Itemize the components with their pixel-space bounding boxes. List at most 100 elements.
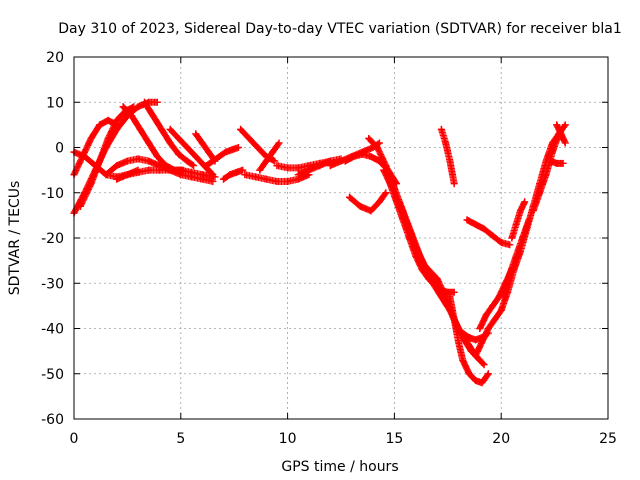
series-arc-15 [256,139,283,174]
x-tick-label: 5 [176,431,185,447]
data-point [76,202,84,210]
data-point [412,243,420,251]
series-arc-35 [553,121,569,147]
data-point [553,159,561,167]
data-point [484,325,492,332]
data-point [375,139,383,147]
data-point [284,177,292,185]
data-point [489,302,497,310]
data-point [237,125,245,133]
series-arc-28 [463,216,514,249]
data-point [529,207,537,215]
data-point [183,157,191,165]
data-point [215,153,223,161]
data-point [209,157,217,165]
data-point [476,356,484,364]
data-point [294,171,302,179]
data-point [209,171,217,179]
data-point [386,180,394,188]
series-arc-20 [346,189,390,215]
data-point [202,162,210,170]
data-point [275,139,283,147]
data-point [87,134,95,142]
data-point [153,153,161,161]
data-point [367,207,375,215]
series-arc-12 [220,166,247,183]
data-point [104,134,112,142]
data-point [442,139,450,147]
data-point [96,157,104,165]
data-point [226,171,234,179]
data-point [375,198,383,206]
series-arc-8 [140,98,198,170]
grid [73,56,609,420]
data-point [158,125,166,133]
data-point [134,155,142,163]
data-point [358,150,366,158]
data-point [465,370,473,378]
data-point [446,293,454,301]
data-point [437,125,445,133]
data-point [450,288,458,296]
data-point [123,157,131,165]
data-point [271,157,279,165]
data-point [305,166,313,174]
data-point [480,361,488,369]
data-point [395,198,403,206]
data-point [542,171,550,179]
data-point [228,146,236,154]
data-point [452,325,460,332]
chart-title: Day 310 of 2023, Sidereal Day-to-day VTE… [58,21,621,37]
data-point [256,166,264,174]
data-point [166,139,174,147]
data-point [506,270,514,278]
y-tick-label: 0 [55,141,64,157]
data-point [326,162,334,170]
data-point [96,121,104,129]
data-point [113,116,121,124]
data-point [429,279,437,287]
data-point [484,370,492,378]
data-point [166,125,174,133]
data-point [553,121,561,129]
data-point [113,175,121,183]
y-axis-label: SDTVAR / TECUs [7,181,23,296]
x-axis-label: GPS time / hours [281,459,398,475]
data-point [472,377,480,385]
data-point [252,173,260,181]
data-point [102,171,110,179]
data-point [476,325,484,332]
series-arc-11 [202,144,242,170]
data-point [179,166,187,174]
data-point [119,103,127,111]
data-point [187,168,195,176]
data-point [241,171,249,179]
data-point [499,293,507,301]
data-point [222,148,230,156]
data-point [472,336,480,344]
plot-border [73,56,609,420]
data-point [463,216,471,224]
data-point [519,234,527,242]
y-tick-label: -40 [41,322,64,338]
data-point [254,144,262,151]
data-point [450,180,458,188]
data-point [234,144,242,151]
series-arc-17 [294,157,334,179]
data-point [446,157,454,165]
x-tick-label: 0 [70,431,79,447]
data-points [70,98,569,387]
data-point [536,189,544,197]
data-point [416,257,424,265]
data-point [140,98,148,106]
data-point [459,356,467,364]
series-arc-9 [166,125,217,179]
data-point [350,153,358,161]
data-point [373,144,381,151]
data-point [192,153,200,161]
data-point [341,157,349,165]
data-point [220,175,228,183]
data-point [81,153,89,161]
series-arc-6 [113,166,219,183]
data-point [365,134,373,142]
